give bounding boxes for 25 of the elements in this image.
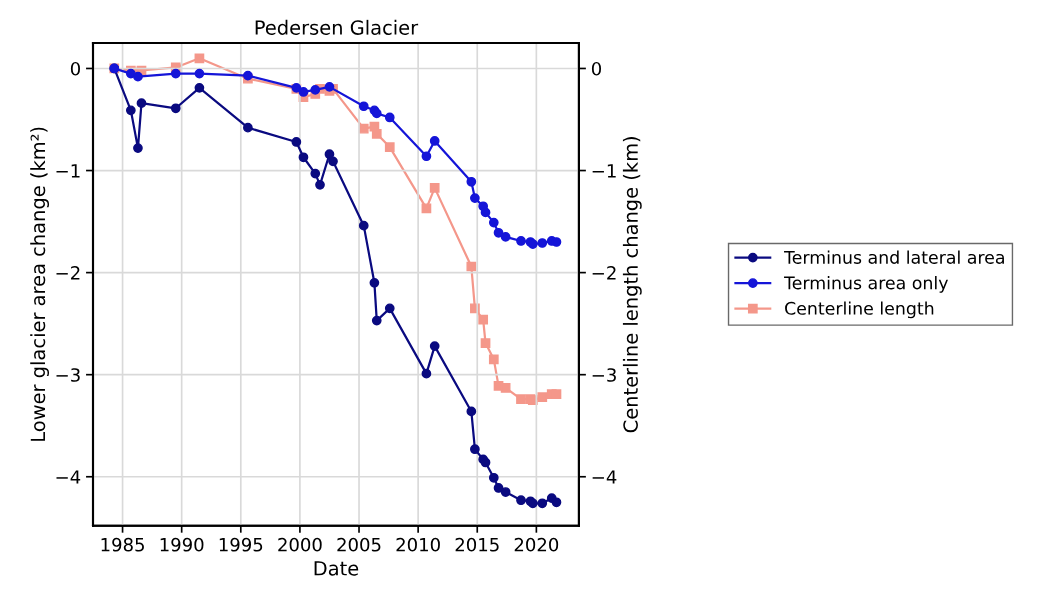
y-tick-label: 0 — [70, 61, 80, 76]
x-tick-label: 1990 — [160, 537, 204, 552]
legend-label: Terminus area only — [784, 275, 948, 293]
x-tick-label: 2010 — [396, 537, 440, 552]
legend-label: Terminus and lateral area — [784, 250, 1004, 264]
y-tick-label: −4 — [56, 470, 81, 484]
x-axis-title: Date — [314, 561, 359, 576]
legend-label: Centerline length — [785, 301, 934, 319]
x-tick-label: 2020 — [514, 537, 559, 552]
y-axis-title: Lower glacier area change (km²) — [30, 127, 50, 441]
y-tick-label: −3 — [56, 368, 80, 382]
y2-tick-label: −2 — [592, 266, 616, 280]
x-tick-label: 2005 — [337, 537, 381, 552]
x-tick-label: 2015 — [455, 537, 499, 552]
x-tick-label: 2000 — [278, 537, 322, 552]
x-tick-label: 1995 — [219, 537, 263, 552]
y2-axis-title: Centerline length change (km) — [622, 137, 642, 433]
y-tick-label: −2 — [56, 266, 80, 280]
x-tick-label: 1985 — [101, 537, 144, 552]
y2-tick-label: −1 — [592, 164, 616, 178]
y-tick-label: −1 — [56, 164, 80, 178]
y2-tick-label: −3 — [592, 368, 616, 382]
y2-tick-label: 0 — [591, 61, 602, 76]
y2-tick-label: −4 — [592, 470, 617, 484]
chart-title: Pedersen Glacier — [255, 19, 419, 35]
